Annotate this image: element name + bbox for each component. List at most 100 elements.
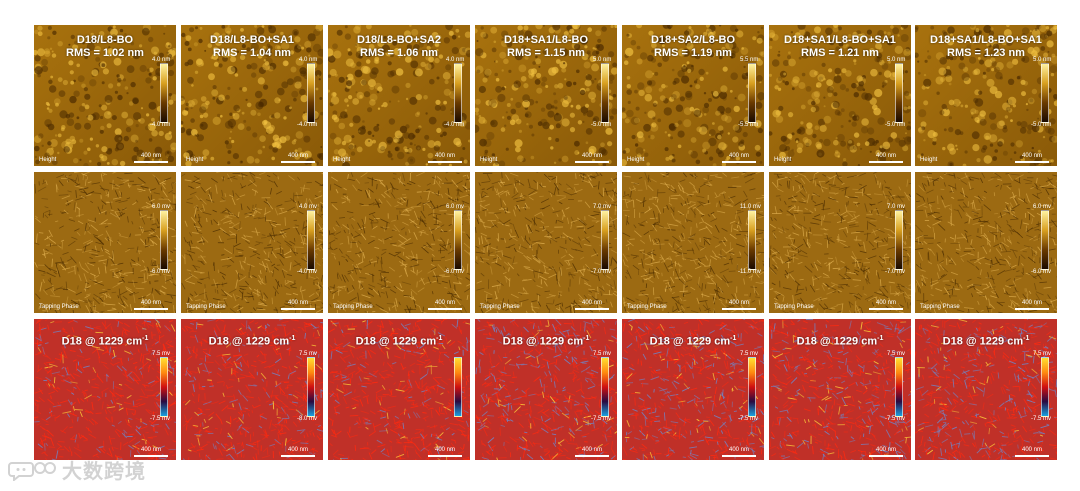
ir-wavenumber-title: D18 @ 1229 cm-1 [915,332,1057,349]
colorbar-min-label: -7.5 mv [885,416,906,422]
channel-label: Tapping Phase [627,304,667,310]
scale-bar-line [722,161,756,163]
colorbar-max-label: 7.5 mv [887,351,906,357]
scale-bar: 400 nm [575,153,609,163]
scale-bar-line [869,455,903,457]
colorbar-max-label: 5.0 nm [593,57,612,63]
colorbar [748,63,756,123]
colorbar [601,63,609,123]
colorbar [307,357,315,417]
phase-map-panel: 7.0 mv -7.0 mv Tapping Phase 400 nm [769,172,911,313]
scale-bar-line [1015,308,1049,310]
scale-bar-label: 400 nm [728,153,749,159]
channel-label: Tapping Phase [774,304,814,310]
rms-roughness: RMS = 1.21 nm [801,47,879,59]
scale-bar-label: 400 nm [434,153,455,159]
ir-map-panel: D18 @ 1229 cm-1 7.5 mv -7.5 mv 400 nm [475,319,617,460]
rms-roughness: RMS = 1.15 nm [507,47,585,59]
scale-bar: 400 nm [428,153,462,163]
sample-title: D18+SA1/L8-BO+SA1 [930,34,1042,46]
ir-title-text: D18 @ 1229 cm [649,335,731,348]
ir-title-superscript: -1 [142,335,149,342]
colorbar-max-label: 5.0 nm [1033,57,1052,63]
ir-title-text: D18 @ 1229 cm [502,335,584,348]
colorbar-max-label: 7.0 mv [887,204,906,210]
scale-bar: 400 nm [281,447,315,457]
colorbar-max-label: 4.0 nm [446,57,465,63]
sample-title: D18/L8-BO+SA1 [209,34,295,46]
channel-label: Tapping Phase [920,304,960,310]
scale-bar: 400 nm [1015,300,1049,310]
height-map-panel: D18+SA1/L8-BO+SA1 RMS = 1.21 nm 5.0 nm -5.0… [769,25,911,166]
colorbar-min-label: -5.0 nm [591,122,612,128]
scale-bar-label: 400 nm [1021,300,1042,306]
scale-bar-label: 400 nm [140,153,161,159]
rms-roughness: RMS = 1.04 nm [213,47,291,59]
colorbar [601,210,609,270]
scale-bar-label: 400 nm [434,447,455,453]
scale-bar-line [1015,161,1049,163]
ir-title-superscript: -1 [583,335,590,342]
scale-bar-line [722,455,756,457]
colorbar-min-label: -8.0 mv [297,416,318,422]
scale-bar-line [134,455,168,457]
scale-bar-label: 400 nm [287,153,308,159]
height-texture [181,25,323,166]
colorbar-max-label: 7.5 mv [299,351,318,357]
colorbar [601,357,609,417]
channel-label: Height [333,157,351,163]
ir-map-panel: D18 @ 1229 cm-1 7.5 mv -7.5 mv 400 nm [622,319,764,460]
watermark-text: 大数跨境 [62,461,146,483]
channel-label: Height [920,157,938,163]
scale-bar: 400 nm [722,300,756,310]
phase-texture [769,172,911,313]
colorbar [1041,210,1049,270]
watermark: 大数跨境 [8,455,146,484]
scale-bar-line [575,161,609,163]
scale-bar-label: 400 nm [140,300,161,306]
phase-map-panel: 7.0 mv -7.0 mv Tapping Phase 400 nm [475,172,617,313]
scale-bar: 400 nm [869,447,903,457]
channel-label: Height [774,157,792,163]
colorbar-min-label: -4.0 nm [444,122,465,128]
rms-roughness: RMS = 1.23 nm [947,47,1025,59]
scale-bar-line [281,308,315,310]
colorbar [895,210,903,270]
ir-texture [181,319,323,460]
scale-bar: 400 nm [1015,447,1049,457]
scale-bar-label: 400 nm [875,447,896,453]
scale-bar-label: 400 nm [581,153,602,159]
ir-title-text: D18 @ 1229 cm [208,335,290,348]
colorbar [454,63,462,123]
phase-map-panel: 6.0 mv -6.0 mv Tapping Phase 400 nm [34,172,176,313]
colorbar-min-label: -5.0 nm [885,122,906,128]
colorbar-max-label: 7.5 mv [1033,351,1052,357]
height-map-panel: D18+SA1/L8-BO RMS = 1.15 nm 5.0 nm -5.0 nm H… [475,25,617,166]
ir-map-panel: D18 @ 1229 cm-1 7.5 mv -7.5 mv 400 nm [769,319,911,460]
phase-texture [915,172,1057,313]
phase-map-panel: 4.0 mv -4.0 mv Tapping Phase 400 nm [181,172,323,313]
scale-bar-label: 400 nm [875,153,896,159]
colorbar [160,63,168,123]
channel-label: Tapping Phase [186,304,226,310]
scale-bar-line [134,308,168,310]
ir-wavenumber-title: D18 @ 1229 cm-1 [475,332,617,349]
sample-title: D18/L8-BO+SA2 [356,34,442,46]
channel-label: Height [480,157,498,163]
colorbar-min-label: -7.0 mv [591,269,612,275]
colorbar-min-label: -7.5 mv [1031,416,1052,422]
colorbar-max-label: 6.0 mv [1033,204,1052,210]
colorbar-min-label: -7.5 mv [738,416,759,422]
ir-title-superscript: -1 [289,335,296,342]
sample-title: D18/L8-BO [76,34,134,46]
colorbar-max-label: 6.0 mv [152,204,171,210]
colorbar-max-label: 7.5 mv [593,351,612,357]
ir-texture [34,319,176,460]
scale-bar-label: 400 nm [287,447,308,453]
colorbar-min-label: -4.0 nm [150,122,171,128]
colorbar [1041,63,1049,123]
scale-bar-line [575,308,609,310]
scale-bar: 400 nm [869,153,903,163]
scale-bar-label: 400 nm [728,300,749,306]
